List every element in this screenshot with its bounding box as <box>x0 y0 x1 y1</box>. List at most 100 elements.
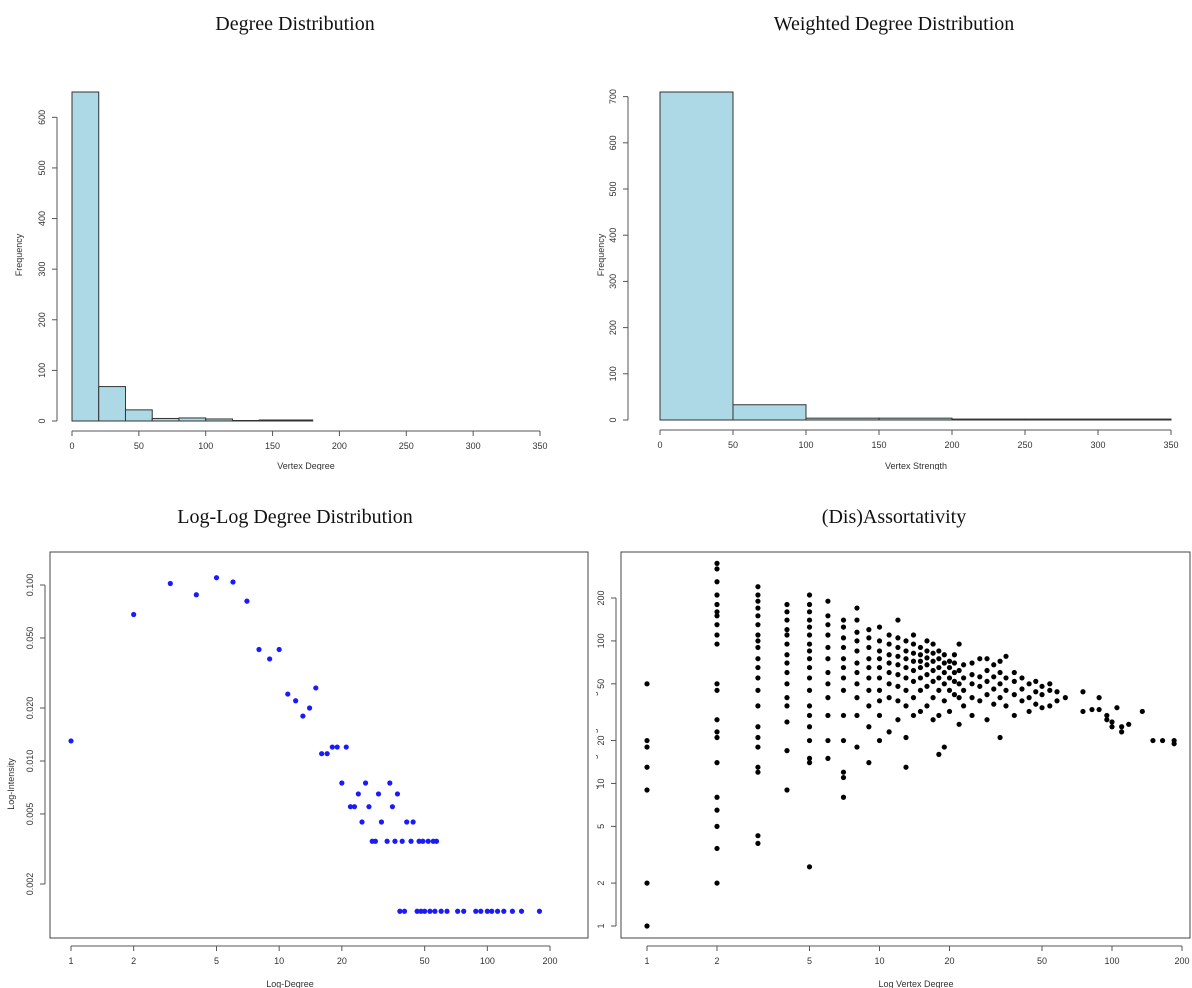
data-point <box>714 717 719 722</box>
data-point <box>825 738 830 743</box>
y-tick-label: 1 <box>596 923 606 928</box>
data-point <box>911 695 916 700</box>
y-axis-label: Frequency <box>596 233 606 276</box>
data-point <box>997 695 1002 700</box>
data-point <box>1097 695 1102 700</box>
data-point <box>501 909 506 914</box>
data-point <box>952 652 957 657</box>
data-point <box>387 780 392 785</box>
data-point <box>392 839 397 844</box>
data-point <box>784 681 789 686</box>
data-point <box>887 670 892 675</box>
data-point <box>807 864 812 869</box>
x-tick-label: 150 <box>265 441 280 451</box>
data-point <box>244 599 249 604</box>
data-point <box>942 744 947 749</box>
y-axis-label: Log-Intensity <box>6 758 16 810</box>
data-point <box>1109 719 1114 724</box>
data-point <box>942 670 947 675</box>
data-point <box>984 717 989 722</box>
data-point <box>1054 689 1059 694</box>
data-point <box>168 581 173 586</box>
data-point <box>841 617 846 622</box>
data-point <box>903 688 908 693</box>
data-point <box>1039 692 1044 697</box>
data-point <box>434 839 439 844</box>
data-point <box>784 660 789 665</box>
loglog-scatter: 1 2 5 10 20 50 100 2000.0020.0050.0100.0200.050… <box>0 494 590 988</box>
data-point <box>854 670 859 675</box>
data-point <box>230 579 235 584</box>
x-tick-label: 50 <box>134 441 144 451</box>
data-point <box>1033 689 1038 694</box>
x-tick-label: 1 <box>644 956 649 966</box>
data-point <box>887 681 892 686</box>
y-tick-label: 0.010 <box>25 750 35 773</box>
data-point <box>714 795 719 800</box>
y-axis-label: Log Average Neighbor Degree <box>596 678 598 799</box>
data-point <box>68 738 73 743</box>
data-point <box>1003 654 1008 659</box>
data-point <box>1140 709 1145 714</box>
data-point <box>714 579 719 584</box>
x-tick-label: 200 <box>1174 956 1189 966</box>
y-tick-label: 0.002 <box>25 873 35 896</box>
data-point <box>784 703 789 708</box>
data-point <box>1012 670 1017 675</box>
data-point <box>461 909 466 914</box>
x-tick-label: 10 <box>274 956 284 966</box>
data-point <box>825 670 830 675</box>
histogram-bar <box>660 92 733 420</box>
plot-frame <box>621 552 1190 938</box>
data-point <box>924 703 929 708</box>
y-tick-label: 0 <box>608 417 618 422</box>
data-point <box>1012 679 1017 684</box>
data-point <box>942 698 947 703</box>
x-tick-label: 250 <box>1017 440 1032 450</box>
data-point <box>784 617 789 622</box>
weighted-degree-distribution-panel: Weighted Degree Distribution 0 50 100 150 20… <box>596 0 1192 470</box>
x-tick-label: 250 <box>399 441 414 451</box>
data-point <box>984 679 989 684</box>
data-point <box>1019 698 1024 703</box>
data-point <box>714 632 719 637</box>
data-point <box>644 880 649 885</box>
data-point <box>422 909 427 914</box>
data-point <box>936 713 941 718</box>
data-point <box>397 909 402 914</box>
data-point <box>984 692 989 697</box>
data-point <box>903 703 908 708</box>
data-point <box>1039 705 1044 710</box>
data-point <box>714 735 719 740</box>
plot-frame <box>50 552 588 938</box>
data-point <box>1126 722 1131 727</box>
data-point <box>300 713 305 718</box>
data-point <box>784 748 789 753</box>
data-point <box>887 652 892 657</box>
data-point <box>957 668 962 673</box>
x-tick-label: 20 <box>944 956 954 966</box>
data-point <box>903 638 908 643</box>
data-point <box>404 819 409 824</box>
data-point <box>977 684 982 689</box>
data-point <box>887 695 892 700</box>
data-point <box>887 729 892 734</box>
data-point <box>307 705 312 710</box>
data-point <box>942 652 947 657</box>
data-point <box>755 765 760 770</box>
data-point <box>755 770 760 775</box>
data-point <box>952 660 957 665</box>
data-point <box>194 592 199 597</box>
data-point <box>918 652 923 657</box>
x-axis-label: Vertex Degree <box>277 461 335 470</box>
data-point <box>969 672 974 677</box>
data-point <box>352 804 357 809</box>
data-point <box>918 709 923 714</box>
data-point <box>408 839 413 844</box>
data-point <box>784 787 789 792</box>
data-point <box>825 645 830 650</box>
data-point <box>841 635 846 640</box>
data-point <box>841 656 846 661</box>
data-point <box>997 659 1002 664</box>
data-point <box>911 641 916 646</box>
